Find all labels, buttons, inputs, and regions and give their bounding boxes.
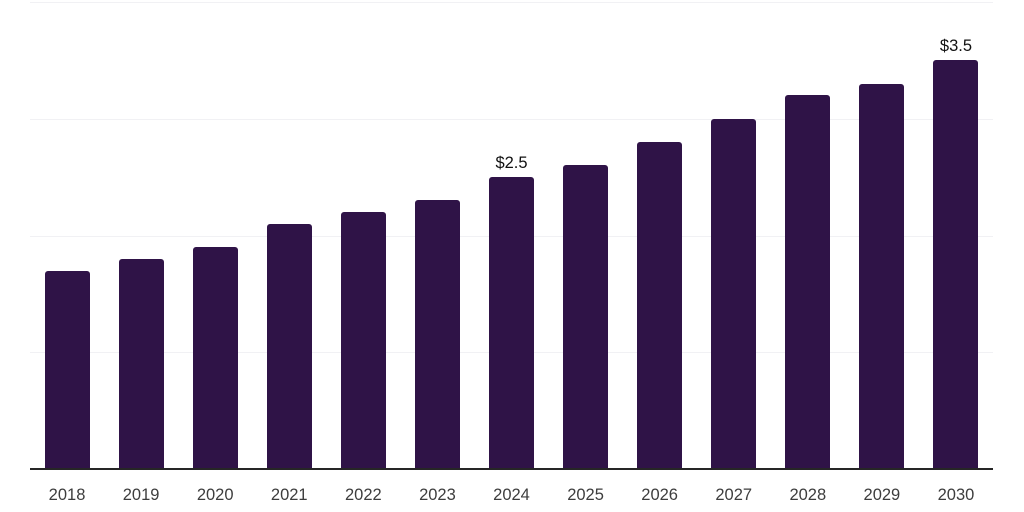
bar-2020 [192, 247, 238, 469]
x-tick-label-2019: 2019 [122, 486, 160, 504]
bar-2022 [340, 212, 386, 469]
x-tick-label-2023: 2023 [419, 486, 456, 504]
data-label-2030: $3.5 [939, 37, 973, 56]
x-tick-label-2021: 2021 [270, 486, 308, 504]
bar-2019 [118, 258, 164, 469]
bar-2029 [859, 83, 905, 469]
x-tick-label-2020: 2020 [196, 486, 234, 504]
gridline-3 [30, 118, 993, 120]
bar-2026 [637, 142, 683, 469]
x-tick-label-2027: 2027 [715, 486, 753, 504]
bar-2018 [44, 270, 90, 469]
bar-2025 [563, 165, 609, 469]
gridline-4 [30, 2, 993, 3]
bar-2024 [489, 177, 534, 469]
data-label-2024: $2.5 [495, 154, 528, 173]
x-tick-label-2022: 2022 [344, 486, 382, 504]
bar-2030 [933, 60, 979, 469]
x-tick-label-2024: 2024 [493, 486, 530, 504]
x-tick-label-2018: 2018 [48, 486, 86, 504]
bar-2027 [711, 118, 757, 469]
bar-2028 [785, 95, 831, 469]
bar-2021 [266, 223, 312, 469]
x-tick-label-2026: 2026 [641, 486, 678, 504]
x-tick-label-2025: 2025 [567, 486, 604, 504]
bar-2023 [414, 200, 460, 469]
x-tick-label-2028: 2028 [789, 486, 827, 504]
x-tick-label-2029: 2029 [863, 486, 901, 504]
x-axis-line [30, 468, 993, 470]
x-tick-label-2030: 2030 [937, 486, 975, 504]
